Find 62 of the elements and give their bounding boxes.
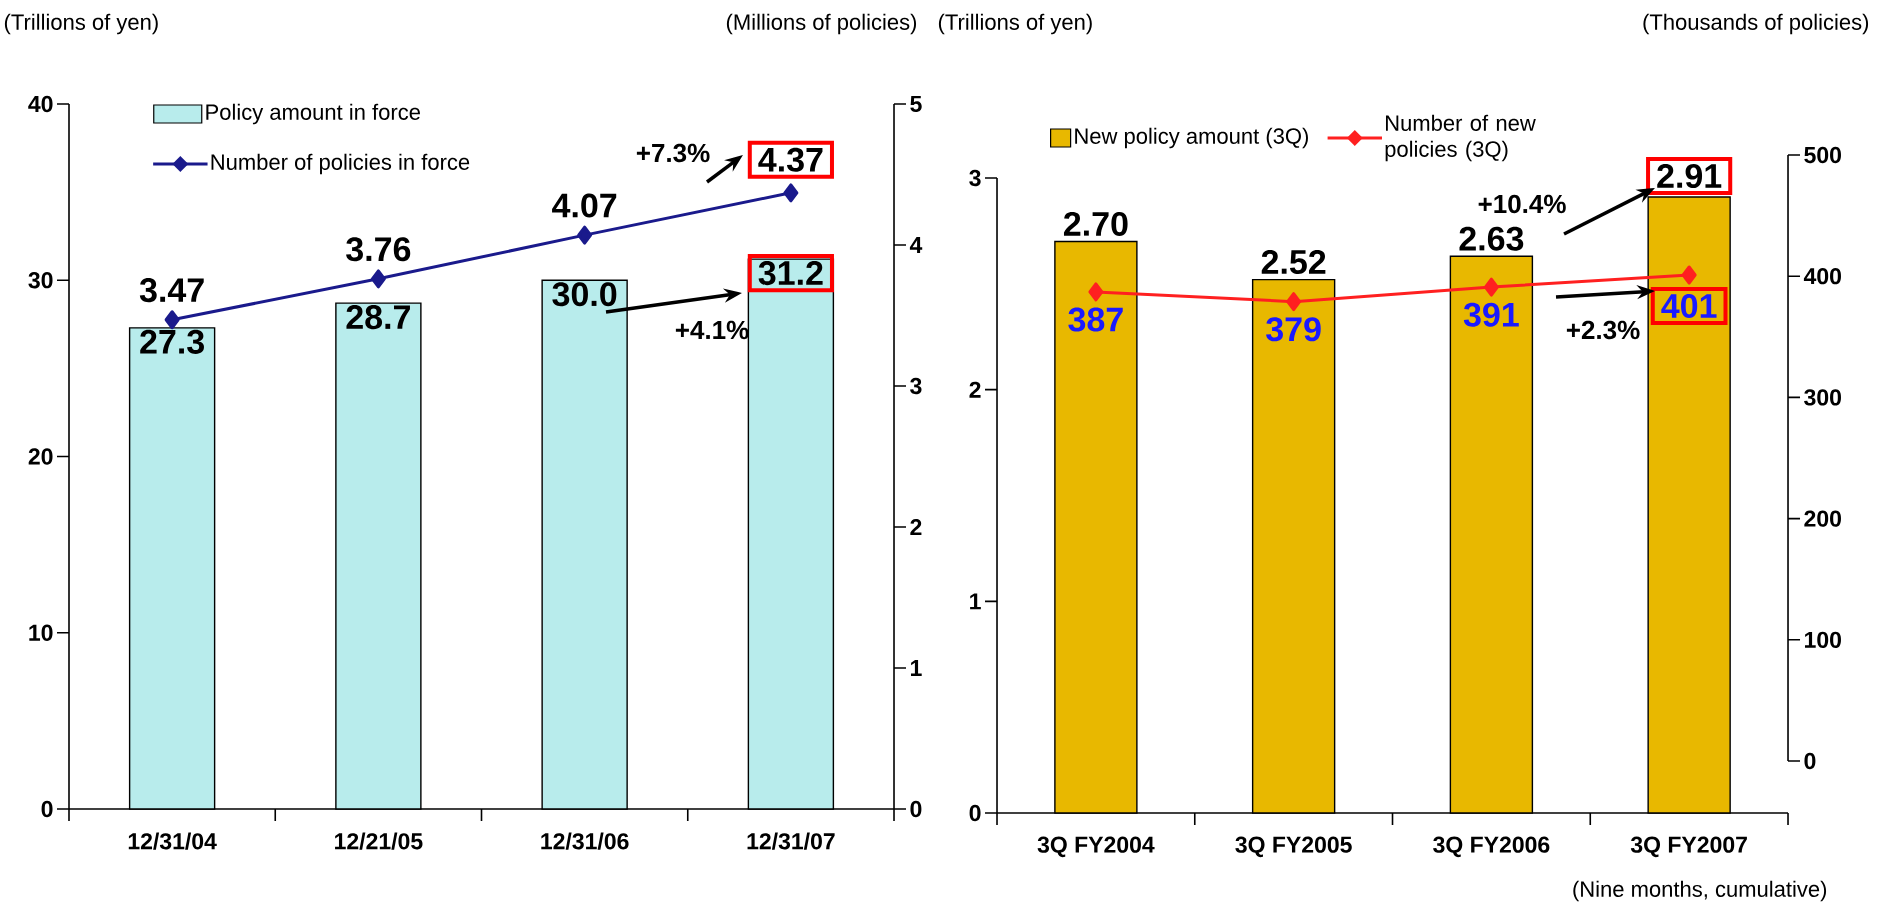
data-label: 2.52: [1261, 249, 1326, 275]
y-tick-label: 3: [969, 169, 981, 187]
data-label: 2.70: [1063, 211, 1128, 236]
y-tick-label: 0: [969, 804, 981, 822]
y2-tick-label: 4: [909, 237, 923, 253]
annotation: +7.3%: [636, 143, 710, 163]
y-tick-label: 2: [969, 381, 981, 398]
x-tick-label: 12/21/05: [335, 832, 423, 850]
y2-axis-title: (Millions of policies): [726, 13, 917, 35]
data-label: 4.37: [758, 147, 823, 172]
text: (Nine months, cumulative): [1573, 880, 1827, 902]
data-label: 31.2: [758, 261, 823, 286]
legend-label: Number of policies in force: [211, 153, 470, 175]
y2-tick-label: 0: [910, 800, 922, 818]
y-tick-label: 30: [28, 272, 53, 289]
y-tick-label: 1: [970, 593, 981, 610]
x-tick-label: 12/31/06: [541, 832, 629, 850]
y2-tick-label: 400: [1803, 268, 1841, 285]
y-tick-label: 20: [28, 448, 53, 465]
data-label: 30.0: [552, 282, 617, 307]
data-label: 3.76: [346, 237, 411, 262]
x-tick-label: 12/31/04: [128, 832, 217, 850]
point: [164, 310, 180, 330]
x-tick-label: 3Q FY2006: [1433, 836, 1550, 858]
y2-axis-title: (Thousands of policies): [1643, 13, 1869, 35]
y-tick-label: 40: [28, 95, 53, 113]
y2-tick-label: 2: [910, 518, 922, 536]
y-axis-title: (Trillions of yen): [4, 13, 158, 35]
data-label: 28.7: [346, 305, 410, 330]
y2-tick-label: 500: [1804, 146, 1841, 164]
legend-label: New policy amount (3Q): [1075, 127, 1308, 149]
y2-tick-label: 200: [1804, 510, 1841, 527]
data-label: 2.63: [1459, 226, 1524, 251]
x-tick-label: 12/31/07: [747, 832, 835, 850]
data-label: 2.91: [1657, 163, 1722, 189]
annotation: +10.4%: [1478, 194, 1566, 214]
y-axis-title: (Trillions of yen): [938, 13, 1092, 35]
data-label: 387: [1068, 307, 1123, 332]
y-tick-label: 10: [29, 624, 53, 641]
y2-tick-label: 100: [1805, 631, 1841, 648]
data-label: 379: [1266, 317, 1321, 342]
y2-tick-label: 1: [910, 660, 922, 676]
point: [370, 269, 386, 289]
y2-tick-label: 5: [910, 95, 922, 113]
x-tick-label: 3Q FY2007: [1630, 836, 1747, 858]
legend-label: Policy amount in force: [206, 103, 420, 125]
data-label: 3.47: [139, 278, 204, 303]
y2-tick-label: 0: [1804, 752, 1816, 770]
data-label: 401: [1661, 293, 1717, 319]
annotation: +4.1%: [675, 320, 749, 340]
legend-label: Number of new policies (3Q): [1385, 114, 1536, 162]
data-label: 4.07: [552, 193, 617, 218]
x-tick-label: 3Q FY2004: [1037, 836, 1155, 858]
y2-tick-label: 3: [910, 377, 922, 395]
y2-tick-label: 300: [1804, 389, 1841, 406]
point: [577, 225, 593, 245]
point: [783, 183, 799, 203]
x-tick-label: 3Q FY2005: [1235, 836, 1352, 858]
data-label: 391: [1463, 302, 1519, 327]
annotation: +2.3%: [1566, 320, 1640, 340]
y-tick-label: 0: [41, 800, 53, 818]
data-label: 27.3: [140, 329, 204, 354]
